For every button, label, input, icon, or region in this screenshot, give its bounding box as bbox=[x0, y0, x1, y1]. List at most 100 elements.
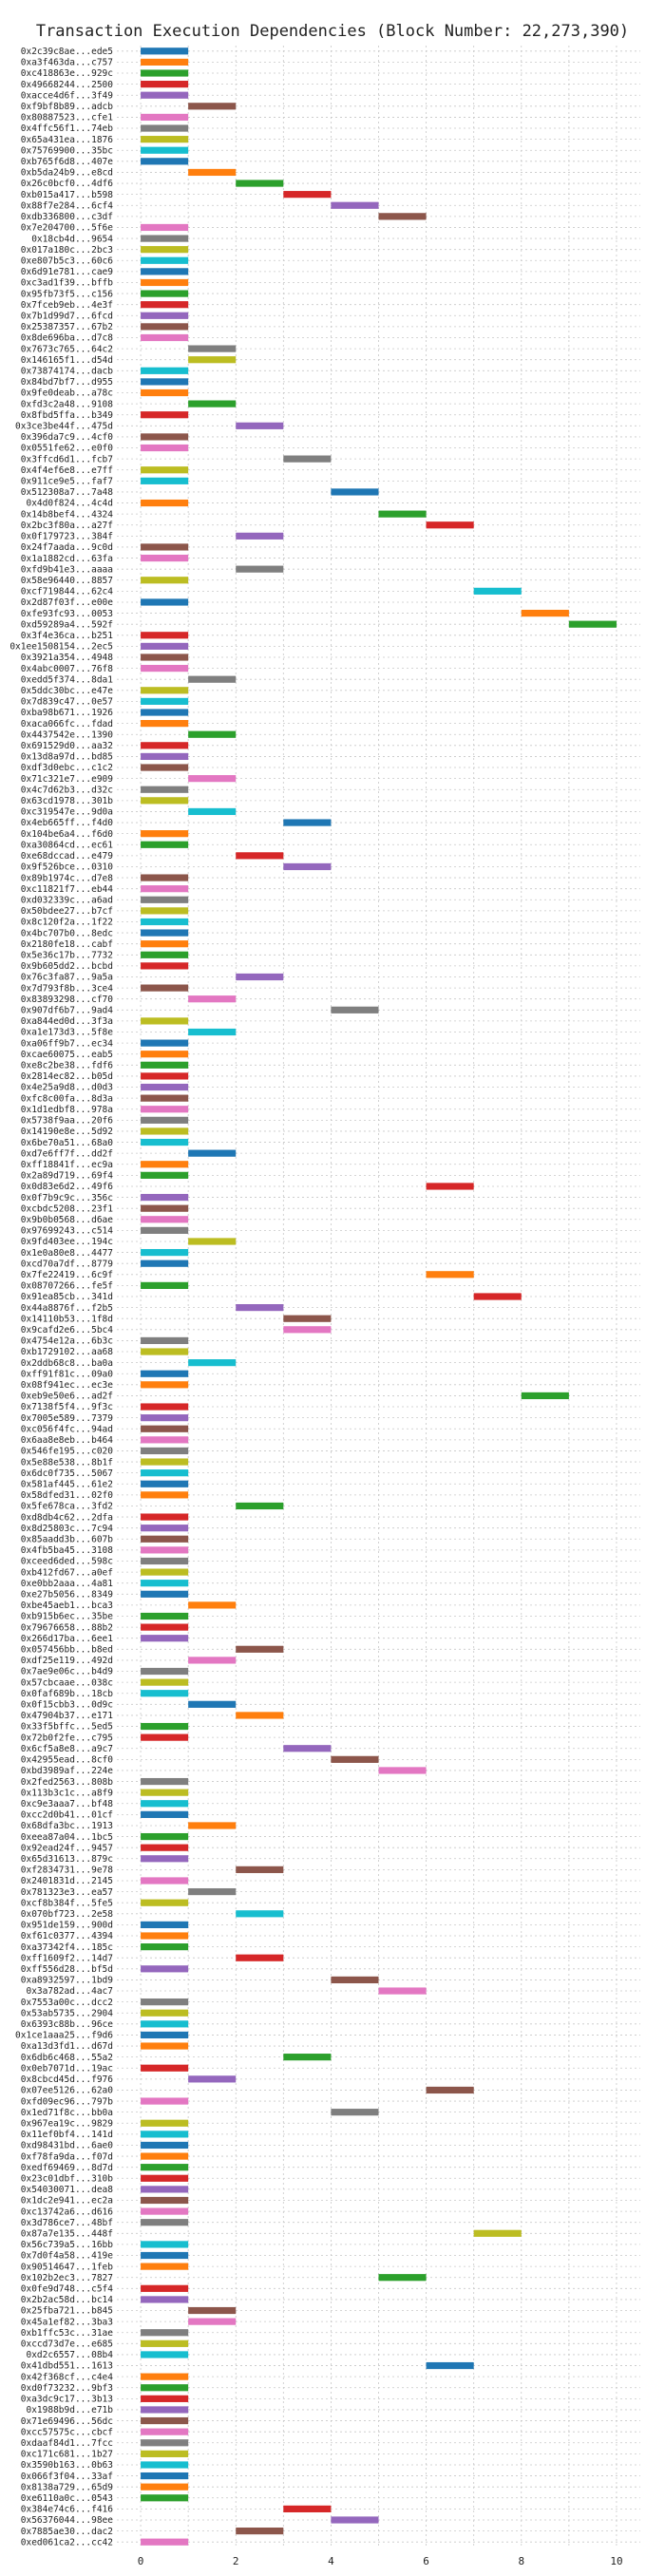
transaction-bar bbox=[188, 1822, 237, 1829]
y-tick-label: 0x1ee1508154...2ec5 bbox=[10, 642, 113, 653]
transaction-bar bbox=[141, 697, 189, 706]
transaction-bar bbox=[141, 2406, 189, 2414]
transaction-bar bbox=[378, 1987, 427, 1995]
y-tick-label: 0x0551fe62...e0f0 bbox=[21, 444, 114, 454]
transaction-bar bbox=[426, 2086, 474, 2094]
transaction-bar bbox=[141, 1667, 189, 1676]
y-tick-label: 0x066f3f04...33af bbox=[21, 2472, 113, 2482]
y-tick-label: 0x1ed71f8c...bb0a bbox=[21, 2108, 113, 2118]
transaction-bar bbox=[141, 2196, 189, 2205]
transaction-bar bbox=[141, 499, 189, 507]
transaction-bar bbox=[141, 146, 189, 154]
transaction-bar bbox=[141, 2416, 189, 2425]
transaction-bar bbox=[283, 1745, 332, 1752]
y-tick-label: 0x58dfed31...02f0 bbox=[21, 1490, 114, 1501]
transaction-bar bbox=[141, 1491, 189, 1499]
transaction-bar bbox=[188, 1359, 237, 1367]
y-tick-label: 0x33f5bffc...5ed5 bbox=[21, 1722, 113, 1733]
transaction-bar bbox=[141, 2483, 189, 2491]
y-tick-label: 0x91ea85cb...341d bbox=[21, 1292, 113, 1302]
transaction-bar bbox=[141, 1260, 189, 1267]
y-tick-label: 0x71c321e7...e909 bbox=[21, 774, 114, 785]
transaction-bar bbox=[141, 2119, 189, 2127]
y-tick-label: 0x546fe195...c020 bbox=[21, 1447, 114, 1457]
y-tick-label: 0x07ee5126...62a0 bbox=[21, 2086, 114, 2096]
transaction-bar bbox=[188, 2318, 237, 2325]
transaction-bar bbox=[141, 1690, 189, 1697]
y-tick-label: 0xe0bb2aaa...4a81 bbox=[21, 1579, 114, 1589]
transaction-bar bbox=[141, 1226, 189, 1234]
transaction-bar bbox=[141, 256, 189, 264]
transaction-bar bbox=[141, 1403, 189, 1411]
y-tick-label: 0x7885ae30...dac2 bbox=[21, 2527, 113, 2537]
y-tick-label: 0x5e36c17b...7732 bbox=[21, 950, 113, 960]
transaction-bar bbox=[378, 510, 427, 518]
transaction-bar bbox=[141, 81, 189, 88]
transaction-bar bbox=[141, 1469, 189, 1477]
transaction-bar bbox=[331, 1976, 379, 1984]
y-tick-label: 0x18cb4d...9654 bbox=[31, 234, 113, 244]
y-tick-label: 0xd98431bd...6ae0 bbox=[21, 2141, 114, 2151]
y-tick-label: 0x907df6b7...9ad4 bbox=[21, 1006, 114, 1016]
transaction-bar bbox=[141, 2461, 189, 2469]
transaction-bar bbox=[141, 1161, 189, 1168]
transaction-bar bbox=[141, 2031, 189, 2039]
y-tick-label: 0xf9bf8b89...adcb bbox=[21, 102, 114, 112]
transaction-bar bbox=[331, 488, 379, 496]
y-tick-label: 0x41dbd551...1613 bbox=[21, 2361, 113, 2372]
y-tick-label: 0x7fe22419...6c9f bbox=[21, 1270, 113, 1280]
y-tick-label: 0xe807b5c3...60c6 bbox=[21, 256, 114, 266]
y-tick-label: 0xcae60075...eab5 bbox=[21, 1050, 113, 1060]
y-tick-label: 0xe27b5056...8349 bbox=[21, 1589, 114, 1600]
transaction-bar bbox=[141, 797, 189, 805]
transaction-bar bbox=[283, 455, 332, 463]
transaction-bar bbox=[141, 1590, 189, 1598]
x-tick-label: 6 bbox=[423, 2555, 429, 2567]
y-tick-label: 0xcbdc5208...23f1 bbox=[21, 1203, 114, 1214]
transaction-bar bbox=[236, 1645, 284, 1653]
transaction-bar bbox=[141, 632, 189, 639]
y-tick-label: 0x266d17ba...6ee1 bbox=[21, 1634, 114, 1644]
y-tick-label: 0x45a1ef82...3ba3 bbox=[21, 2317, 113, 2327]
y-tick-label: 0x070bf723...2e58 bbox=[21, 1909, 114, 1920]
y-tick-label: 0xc13742a6...d616 bbox=[21, 2207, 114, 2217]
y-tick-label: 0xeb9e50e6...ad2f bbox=[21, 1392, 113, 1402]
y-tick-label: 0x7e204700...5f6e bbox=[21, 223, 114, 234]
y-tick-label: 0x4e25a9d8...d0d3 bbox=[21, 1083, 113, 1093]
transaction-bar bbox=[141, 2538, 189, 2546]
transaction-bar bbox=[141, 1943, 189, 1951]
transaction-bar bbox=[141, 1051, 189, 1058]
transaction-bar bbox=[236, 1502, 284, 1510]
transaction-bar bbox=[283, 1326, 332, 1334]
transaction-bar bbox=[141, 665, 189, 672]
x-tick-label: 0 bbox=[138, 2555, 144, 2567]
transaction-bar bbox=[141, 1336, 189, 1345]
y-tick-label: 0x113b3c1c...a8f9 bbox=[21, 1788, 114, 1798]
transaction-bar bbox=[141, 1127, 189, 1135]
bar-layer bbox=[141, 47, 617, 2546]
transaction-bar bbox=[141, 158, 189, 165]
transaction-bar bbox=[188, 675, 237, 683]
transaction-bar bbox=[141, 2284, 189, 2292]
transaction-bar bbox=[141, 720, 189, 728]
y-tick-label: 0x8cbcd45d...f976 bbox=[21, 2074, 114, 2085]
y-tick-label: 0x2401831d...2145 bbox=[21, 1876, 113, 1886]
y-tick-label: 0xbd3989af...224e bbox=[21, 1766, 114, 1776]
transaction-bar bbox=[141, 1370, 189, 1377]
y-tick-label: 0x84bd7bf7...d955 bbox=[21, 377, 113, 388]
transaction-bar bbox=[141, 58, 189, 66]
y-tick-label: 0x68dfa3bc...1913 bbox=[21, 1821, 113, 1831]
transaction-bar bbox=[141, 687, 189, 694]
transaction-bar bbox=[141, 1116, 189, 1124]
y-tick-label: 0x2d87f03f...e00e bbox=[21, 597, 114, 608]
y-tick-label: 0x65a431ea...1876 bbox=[21, 135, 114, 145]
transaction-bar bbox=[141, 246, 189, 254]
transaction-bar bbox=[141, 378, 189, 386]
y-tick-label: 0x26c0bcf0...4df6 bbox=[21, 179, 114, 189]
transaction-bar bbox=[141, 1193, 189, 1202]
transaction-bar bbox=[141, 2152, 189, 2160]
y-tick-label: 0xdb336800...c3df bbox=[21, 212, 113, 222]
y-tick-label: 0x9f526bce...0310 bbox=[21, 862, 114, 873]
y-tick-label: 0x6be70a51...68a0 bbox=[21, 1138, 114, 1148]
y-tick-label: 0xba98b671...1926 bbox=[21, 708, 114, 718]
